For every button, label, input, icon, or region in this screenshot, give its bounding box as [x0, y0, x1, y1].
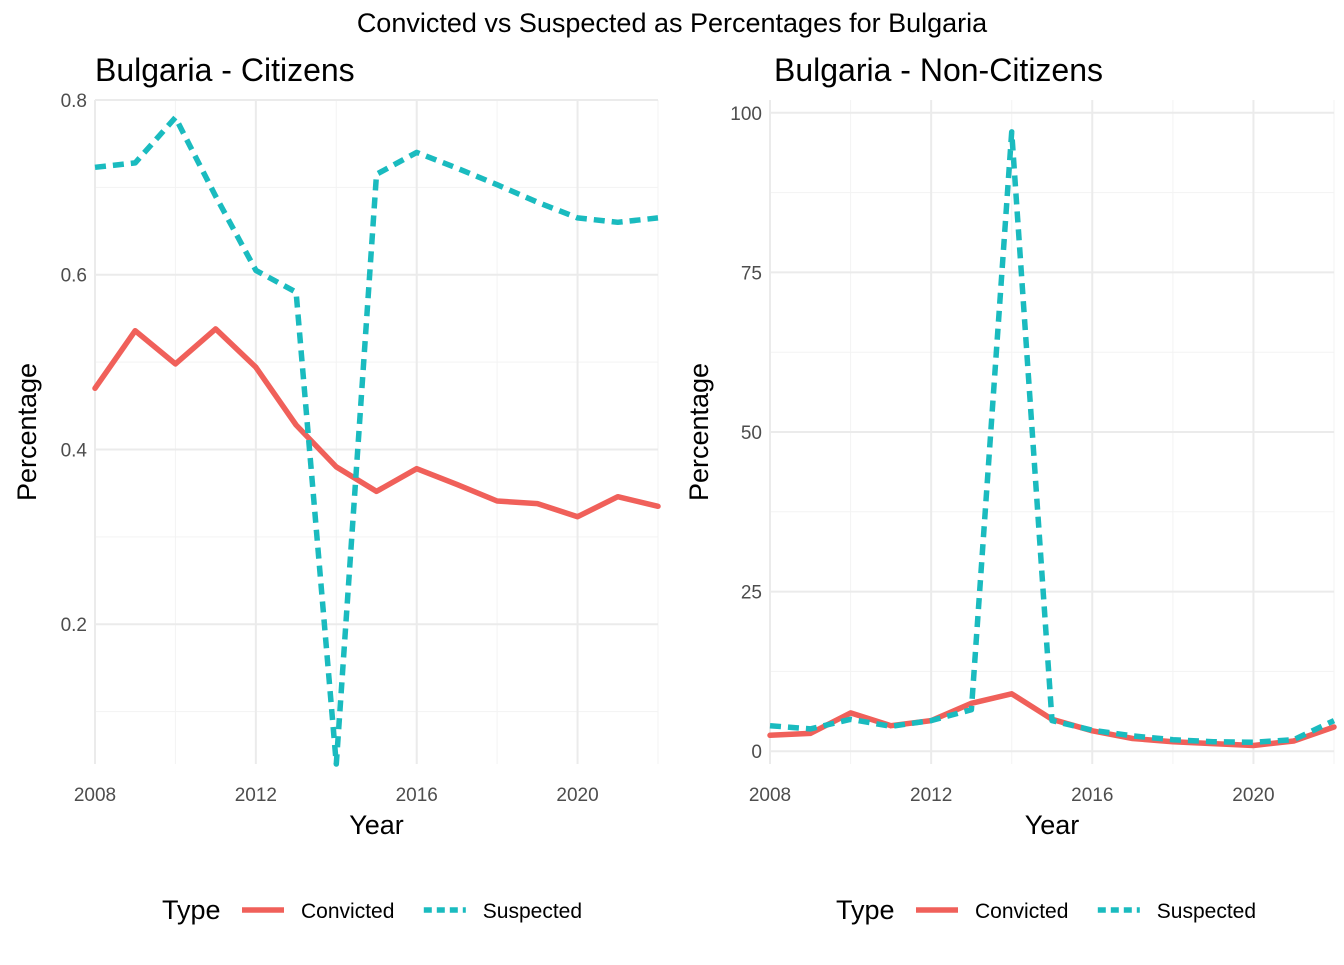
- gridlines: [94, 99, 659, 764]
- panel-title: Bulgaria - Non-Citizens: [774, 52, 1103, 88]
- panel-title: Bulgaria - Citizens: [95, 52, 355, 88]
- y-tick-label: 0.2: [61, 615, 87, 636]
- gridlines: [769, 100, 1335, 764]
- y-tick-label: 100: [730, 104, 762, 125]
- y-tick-label: 0: [751, 742, 762, 763]
- x-tick-label: 2008: [749, 785, 791, 806]
- legend-title: Type: [162, 895, 221, 925]
- series-line-suspected: [94, 114, 659, 767]
- chart-panel-1: 2008 2012 2016 2020 0.2 0.4 0.6 0.8 Bulgaria - C…: [12, 52, 661, 925]
- x-tick-label: 2016: [396, 785, 438, 806]
- y-axis-label: Percentage: [12, 363, 42, 501]
- figure-title: Convicted vs Suspected as Percentages fo…: [357, 8, 988, 38]
- series-line-suspected: [769, 129, 1336, 746]
- legend-label-convicted: Convicted: [301, 900, 394, 923]
- y-tick-label: 0.8: [61, 91, 87, 112]
- x-tick-label: 2012: [910, 785, 952, 806]
- y-tick-label: 0.4: [61, 440, 88, 461]
- legend-label-suspected: Suspected: [1157, 900, 1256, 923]
- y-tick-label: 0.6: [61, 266, 87, 287]
- chart-panel-2: 2008 2012 2016 2020 0 25 50 75 100 Bulgaria - Non…: [684, 52, 1337, 925]
- x-tick-label: 2020: [1232, 785, 1274, 806]
- legend: Type Convicted Suspected: [836, 895, 1256, 925]
- y-axis-label: Percentage: [684, 363, 714, 501]
- x-axis-label: Year: [349, 810, 404, 840]
- chart-panels: 2008 2012 2016 2020 0.2 0.4 0.6 0.8 Bulgaria - C…: [12, 52, 1337, 925]
- x-tick-label: 2008: [74, 785, 116, 806]
- series-line-convicted: [92, 326, 661, 520]
- legend-label-suspected: Suspected: [483, 900, 582, 923]
- y-tick-label: 25: [741, 583, 762, 604]
- x-axis-label: Year: [1025, 810, 1080, 840]
- legend-label-convicted: Convicted: [975, 900, 1068, 923]
- y-tick-label: 75: [741, 263, 762, 284]
- legend-title: Type: [836, 895, 895, 925]
- x-tick-label: 2012: [235, 785, 277, 806]
- x-tick-label: 2020: [556, 785, 598, 806]
- x-tick-label: 2016: [1071, 785, 1113, 806]
- y-tick-label: 50: [741, 423, 762, 444]
- legend: Type Convicted Suspected: [162, 895, 582, 925]
